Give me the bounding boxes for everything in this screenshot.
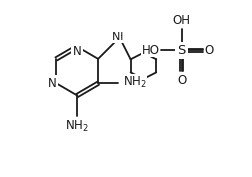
Text: OH: OH [173,14,191,27]
Text: S: S [178,44,186,57]
Text: HO: HO [141,44,160,57]
Text: N: N [48,77,56,90]
Text: NH$_2$: NH$_2$ [65,119,89,134]
Text: N: N [112,32,121,42]
Text: H: H [115,32,123,42]
Text: N: N [73,45,82,58]
Text: O: O [204,44,214,57]
Text: O: O [177,74,186,87]
Text: NH$_2$: NH$_2$ [122,75,146,90]
